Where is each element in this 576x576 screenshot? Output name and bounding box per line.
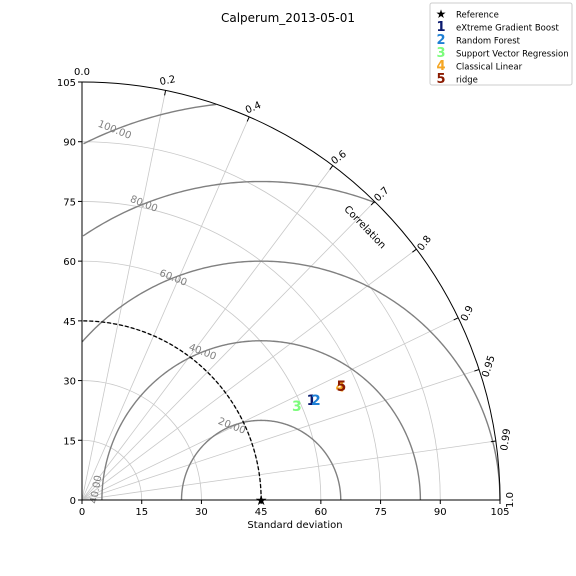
rms-contour [180, 419, 342, 501]
reference-point: ★ [255, 493, 268, 509]
reference-std-arc [81, 320, 262, 501]
correlation-tick-label: 0.6 [329, 149, 348, 167]
legend-label: Classical Linear [456, 63, 523, 73]
correlation-spoke [81, 90, 166, 501]
data-point-3: 3 [292, 399, 302, 415]
correlation-tick-label: 0.7 [372, 185, 391, 204]
rms-contour-label: 40.00 [187, 342, 218, 363]
correlation-tick-label: 0.4 [244, 100, 263, 116]
legend-marker: 3 [436, 46, 445, 61]
correlation-tick-mark [453, 317, 459, 321]
legend-box [429, 2, 573, 86]
std-grid-arc [81, 141, 441, 501]
correlation-tick-label: 0.8 [416, 234, 434, 253]
correlation-tick-label: 0.0 [74, 67, 90, 78]
x-tick-label: 30 [195, 507, 208, 518]
outer-correlation-arc [81, 81, 501, 501]
correlation-tick-label: 1.0 [505, 492, 516, 508]
y-tick-label: 105 [57, 78, 76, 89]
legend-label: eXtreme Gradient Boost [456, 24, 559, 34]
correlation-tick-mark [164, 90, 167, 96]
correlation-spoke [81, 116, 250, 501]
rms-contour-label: 100.00 [96, 119, 133, 142]
correlation-tick-mark [370, 201, 375, 206]
x-axis-label: Standard deviation [247, 520, 342, 531]
x-tick-label: 60 [314, 507, 327, 518]
correlation-grid [81, 90, 496, 501]
correlation-tick-label: 0.99 [499, 428, 513, 452]
data-point-4: 4 [335, 379, 345, 395]
rms-origin-label: 40.00 [89, 475, 105, 505]
correlation-tick-mark [490, 440, 496, 443]
legend-label: Support Vector Regression [456, 50, 569, 60]
x-tick-label: 15 [135, 507, 148, 518]
legend-marker: 1 [436, 20, 445, 35]
correlation-spoke [81, 165, 334, 501]
correlation-tick-mark [474, 369, 480, 372]
correlation-tick-label: 0.95 [480, 354, 497, 379]
y-tick-label: 75 [63, 197, 76, 208]
y-tick-label: 0 [70, 496, 76, 507]
axes [81, 81, 501, 501]
y-tick-label: 90 [63, 138, 76, 149]
std-grid-arc [81, 380, 202, 501]
legend-marker: ★ [436, 7, 447, 21]
correlation-tick-mark [412, 248, 417, 253]
legend-marker: 2 [436, 33, 445, 48]
rms-contour-label: 20.00 [216, 416, 247, 437]
correlation-spoke [81, 317, 459, 501]
data-point-2: 2 [311, 393, 321, 409]
correlation-spoke [81, 440, 496, 501]
rms-contour [82, 180, 376, 237]
x-tick-label: 45 [255, 507, 268, 518]
correlation-spoke [81, 248, 417, 501]
std-grid-arc [81, 439, 143, 501]
x-tick-label: 90 [434, 507, 447, 518]
correlation-tick-mark [246, 116, 250, 122]
y-tick-label: 30 [63, 377, 76, 388]
correlation-tick-label: 0.9 [459, 304, 476, 323]
chart-title: Calperum_2013-05-01 [221, 11, 355, 25]
y-tick-label: 15 [63, 436, 76, 447]
x-tick-label: 105 [490, 507, 509, 518]
data-point-5: 5 [337, 379, 347, 395]
correlation-tick-mark [329, 165, 334, 170]
std-grid-arc [81, 201, 381, 501]
rms-contour [101, 340, 422, 501]
data-point-1: 1 [307, 393, 317, 409]
correlation-spoke [81, 369, 480, 501]
rms-contour [83, 103, 217, 145]
legend-marker: 4 [436, 59, 445, 74]
correlation-tick-label: 0.2 [159, 74, 177, 88]
std-grid-arc [81, 260, 322, 501]
data-points: ★ 123 45 [255, 379, 346, 509]
legend-label: Random Forest [456, 37, 521, 47]
legend-marker: 5 [436, 72, 445, 87]
y-tick-label: 45 [63, 317, 76, 328]
legend-label: ridge [456, 76, 478, 86]
x-tick-label: 75 [374, 507, 387, 518]
correlation-spoke [81, 201, 375, 501]
rms-contour-label: 60.00 [158, 268, 189, 289]
rms-contour [81, 260, 501, 501]
legend: ★ Reference 1 eXtreme Gradient Boost 2 Random… [429, 2, 573, 87]
y-tick-label: 60 [63, 257, 76, 268]
x-tick-label: 0 [79, 507, 85, 518]
legend-label: Reference [456, 11, 499, 21]
